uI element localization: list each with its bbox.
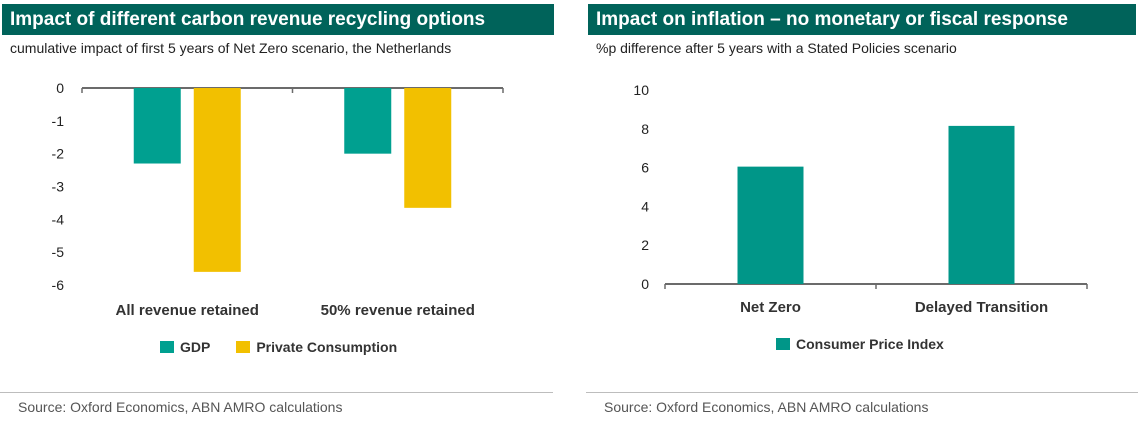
- bar-chart-revenue-recycling: 0 -1 -2 -3 -4 -5 -6 All revenue retained 50% rev…: [52, 80, 504, 319]
- divider: [586, 392, 1138, 393]
- chart-title: Impact of different carbon revenue recyc…: [2, 4, 554, 35]
- legend-item-private-consumption: Private Consumption: [236, 339, 397, 355]
- bar-private-consumption-1: [404, 88, 452, 208]
- legend-item-cpi: Consumer Price Index: [776, 336, 944, 352]
- divider: [0, 392, 553, 393]
- legend-swatch-gdp: [160, 341, 174, 353]
- y-tick-label: 4: [641, 198, 649, 214]
- bar-gdp-1: [344, 88, 392, 154]
- y-tick-label: -3: [52, 179, 65, 195]
- x-category-label: Delayed Transition: [915, 299, 1048, 316]
- legend-swatch-cpi: [776, 338, 790, 350]
- y-tick-label: 0: [641, 276, 649, 292]
- chart-panel-left: Impact of different carbon revenue recyc…: [0, 0, 556, 422]
- x-category-label: Net Zero: [740, 299, 801, 316]
- legend-label: Consumer Price Index: [796, 336, 944, 352]
- legend-swatch-private-consumption: [236, 341, 251, 353]
- chart-subtitle: cumulative impact of first 5 years of Ne…: [10, 40, 452, 56]
- bar-consumer-price-index-0: [737, 166, 804, 284]
- bar-consumer-price-index-1: [948, 125, 1015, 284]
- bar-chart-inflation: 0 2 4 6 8 10 Net Zero Delayed Transition: [633, 82, 1088, 316]
- y-tick-label: 0: [56, 80, 64, 96]
- y-tick-label: 10: [633, 82, 649, 98]
- chart-legend: GDP Private Consumption: [160, 339, 423, 355]
- legend-label: GDP: [180, 339, 211, 355]
- x-category-label: All revenue retained: [116, 302, 259, 319]
- x-category-label: 50% revenue retained: [321, 302, 475, 319]
- y-tick-label: -2: [52, 146, 65, 162]
- source-note: Source: Oxford Economics, ABN AMRO calcu…: [604, 399, 929, 415]
- chart-subtitle: %p difference after 5 years with a State…: [596, 40, 957, 56]
- chart-panel-right: Impact on inflation – no monetary or fis…: [586, 0, 1138, 422]
- y-tick-label: -1: [52, 113, 65, 129]
- chart-legend: Consumer Price Index: [776, 336, 970, 352]
- chart-title: Impact on inflation – no monetary or fis…: [588, 4, 1136, 35]
- y-tick-label: -6: [52, 277, 65, 293]
- legend-label: Private Consumption: [256, 339, 398, 355]
- y-tick-label: 6: [641, 160, 649, 176]
- y-tick-label: 8: [641, 121, 649, 137]
- y-tick-label: 2: [641, 237, 649, 253]
- y-tick-label: -4: [52, 211, 65, 227]
- bar-private-consumption-0: [193, 88, 241, 272]
- bar-gdp-0: [133, 88, 181, 164]
- y-tick-label: -5: [52, 244, 65, 260]
- source-note: Source: Oxford Economics, ABN AMRO calcu…: [18, 399, 343, 415]
- legend-item-gdp: GDP: [160, 339, 210, 355]
